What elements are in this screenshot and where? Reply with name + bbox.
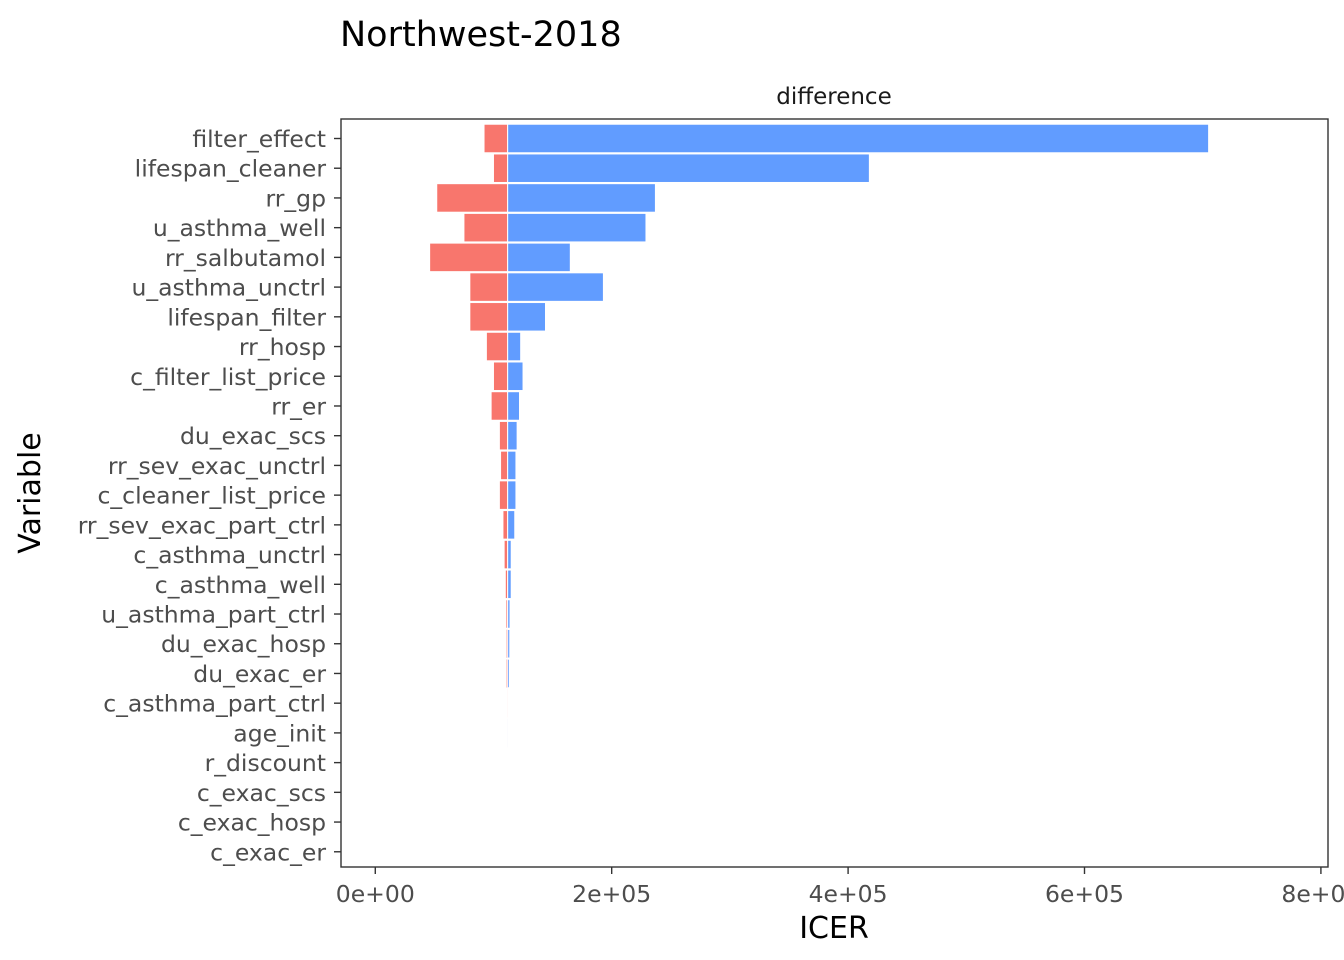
y-axis-title: Variable [13, 432, 48, 553]
panel-border [340, 118, 1329, 868]
bar-low-c-asthma-unctrl [503, 539, 509, 570]
y-tick-label: c_exac_er [210, 838, 326, 866]
x-axis-title: ICER [799, 911, 869, 946]
y-tick-label: c_filter_list_price [130, 363, 326, 391]
y-tick-label: lifespan_filter [167, 303, 326, 331]
bar-low-rr-er [490, 391, 509, 421]
y-tick-label: rr_hosp [239, 333, 326, 361]
y-tick-label: u_asthma_unctrl [131, 274, 326, 302]
y-tick-label: du_exac_scs [180, 422, 326, 450]
bar-high-c-asthma-unctrl [507, 539, 512, 570]
x-axis: 0e+00 2e+05 4e+05 6e+05 8e+05 [336, 867, 1344, 908]
bar-high-du-exac-scs [507, 420, 518, 451]
bar-high-rr-salbutamol [507, 242, 571, 273]
bar-low-rr-sev-exac-part-ctrl [502, 510, 509, 540]
y-tick-label: r_discount [205, 749, 326, 777]
x-tick-label: 0e+00 [336, 880, 415, 908]
bar-low-rr-sev-exac-unctrl [500, 450, 509, 481]
bar-low-rr-salbutamol [429, 242, 509, 273]
y-tick-label: u_asthma_well [153, 214, 326, 242]
bars-group [429, 123, 1210, 748]
x-tick-label: 4e+05 [809, 880, 888, 908]
y-tick-label: filter_effect [192, 125, 326, 153]
bar-low-rr-gp [436, 183, 509, 213]
y-tick-label: c_asthma_well [155, 571, 326, 599]
bar-high-c-cleaner-list-price [507, 480, 517, 510]
y-tick-label: du_exac_er [193, 660, 326, 688]
y-axis: filter_effectlifespan_cleanerrr_gpu_asth… [78, 125, 341, 866]
bar-high-du-exac-hosp [507, 628, 511, 659]
x-tick-label: 8e+05 [1281, 880, 1344, 908]
y-tick-label: c_asthma_part_ctrl [103, 690, 326, 718]
bar-low-lifespan-filter [469, 302, 509, 332]
bar-low-c-cleaner-list-price [498, 480, 509, 510]
y-tick-label: age_init [233, 719, 326, 747]
bar-low-du-exac-scs [498, 420, 509, 451]
bar-high-u-asthma-part-ctrl [507, 599, 511, 629]
bar-high-lifespan-filter [507, 302, 547, 332]
bar-high-rr-sev-exac-part-ctrl [507, 510, 516, 540]
bar-high-rr-er [507, 391, 520, 421]
x-tick-label: 6e+05 [1045, 880, 1124, 908]
y-tick-label: rr_er [271, 392, 326, 420]
y-tick-label: lifespan_cleaner [135, 155, 327, 183]
bar-low-rr-hosp [485, 331, 509, 362]
bar-low-u-asthma-well [463, 212, 509, 243]
bar-high-filter-effect [507, 123, 1210, 154]
y-tick-label: c_cleaner_list_price [98, 482, 327, 510]
y-tick-label: du_exac_hosp [161, 630, 326, 658]
bar-high-rr-gp [507, 183, 656, 213]
facet-strip-label: difference [776, 84, 891, 110]
y-tick-label: rr_gp [266, 184, 327, 212]
bar-high-du-exac-er [507, 658, 510, 689]
x-tick-label: 2e+05 [572, 880, 651, 908]
chart-title: Northwest-2018 [340, 15, 622, 55]
bar-low-u-asthma-unctrl [469, 272, 509, 302]
bar-high-lifespan-cleaner [507, 153, 870, 183]
y-tick-label: c_exac_hosp [178, 809, 326, 837]
bar-low-lifespan-cleaner [492, 153, 509, 183]
bar-high-rr-sev-exac-unctrl [507, 450, 517, 481]
y-tick-label: rr_sev_exac_unctrl [108, 452, 326, 480]
y-tick-label: c_exac_scs [197, 779, 326, 807]
y-tick-label: c_asthma_unctrl [133, 541, 326, 569]
y-tick-label: u_asthma_part_ctrl [101, 601, 326, 629]
bar-low-c-filter-list-price [492, 361, 509, 392]
bar-high-c-filter-list-price [507, 361, 524, 392]
y-tick-label: rr_sev_exac_part_ctrl [78, 511, 326, 539]
y-tick-label: rr_salbutamol [165, 244, 326, 272]
bar-high-rr-hosp [507, 331, 522, 362]
bar-high-c-asthma-well [507, 569, 512, 600]
bar-high-u-asthma-unctrl [507, 272, 604, 302]
bar-high-u-asthma-well [507, 212, 647, 243]
bar-low-filter-effect [483, 123, 509, 154]
